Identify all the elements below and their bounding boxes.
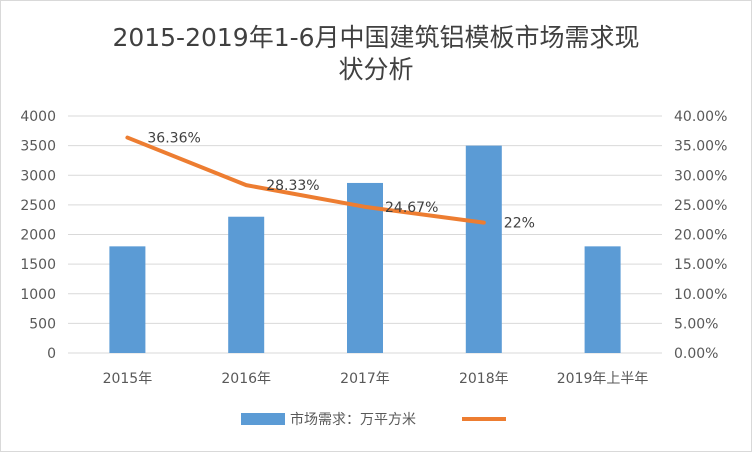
y-left-tick: 3500 (20, 139, 56, 155)
data-label: 24.67% (385, 200, 438, 216)
y-left-tick: 0 (47, 346, 56, 362)
y-left-tick: 2500 (20, 198, 56, 214)
y-right-tick: 10.00% (674, 287, 727, 303)
bar (347, 182, 383, 353)
y-right-tick: 15.00% (674, 257, 727, 273)
y-right-tick: 30.00% (674, 168, 727, 184)
y-right-tick: 0.00% (674, 346, 718, 362)
x-tick: 2018年 (459, 371, 509, 387)
line-series (125, 135, 486, 225)
x-tick: 2019年上半年 (557, 371, 649, 387)
bar (465, 145, 502, 353)
data-label: 22% (504, 216, 535, 232)
bar (228, 216, 265, 353)
data-label: 28.33% (266, 178, 319, 194)
y-right-tick: 35.00% (674, 139, 727, 155)
chart-title: 状分析 (338, 55, 413, 84)
bar (109, 246, 146, 353)
y-left-tick: 3000 (20, 168, 56, 184)
y-left-tick: 2000 (20, 228, 56, 244)
y-right-tick: 25.00% (674, 198, 727, 214)
bar (584, 246, 621, 353)
data-label: 36.36% (147, 131, 200, 147)
legend-swatch-bar (241, 413, 285, 425)
y-right-tick: 5.00% (674, 316, 718, 332)
legend-label: 市场需求：万平方米 (290, 411, 416, 428)
x-tick: 2016年 (221, 371, 271, 387)
y-right-tick: 20.00% (674, 228, 727, 244)
x-tick: 2015年 (103, 371, 153, 387)
y-left-tick: 1500 (20, 257, 56, 273)
y-left-tick: 4000 (20, 109, 56, 125)
x-tick: 2017年 (340, 371, 390, 387)
y-left-tick: 500 (29, 316, 56, 332)
y-right-tick: 40.00% (674, 109, 727, 125)
y-left-tick: 1000 (20, 287, 56, 303)
chart-title: 2015-2019年1-6月中国建筑铝模板市场需求现 (112, 23, 639, 52)
